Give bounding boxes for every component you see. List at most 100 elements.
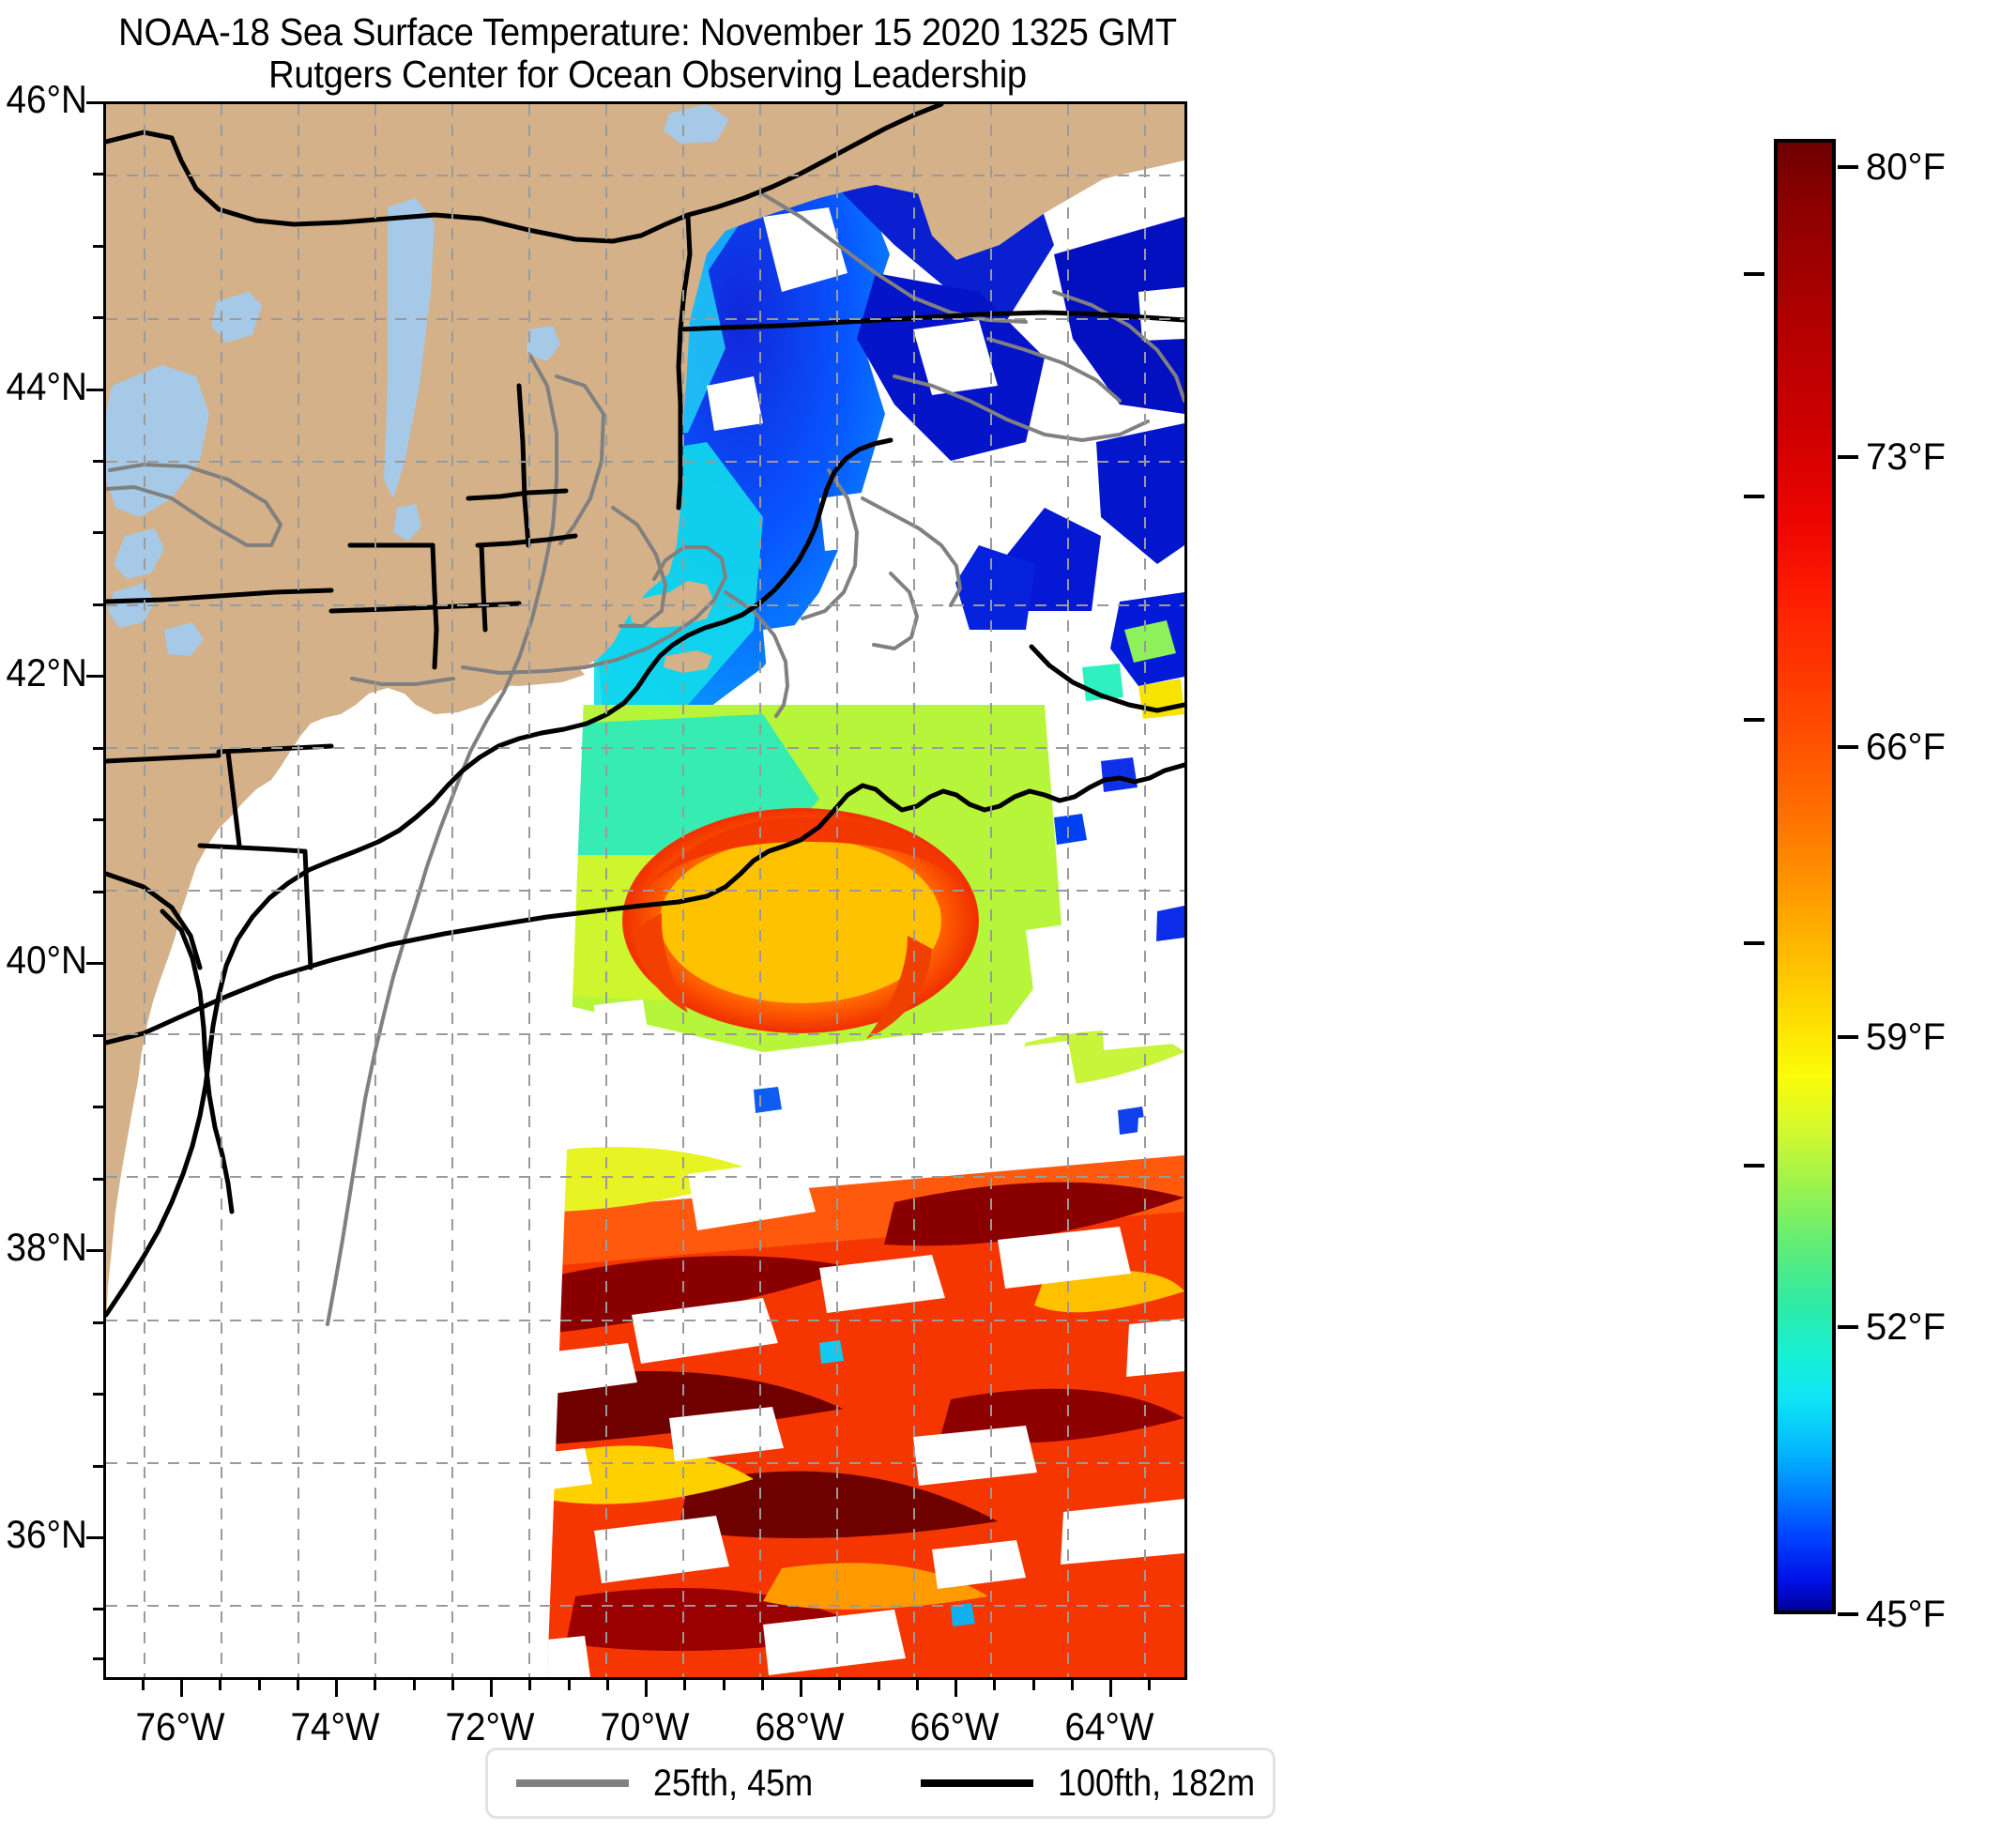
y-tick-minor — [93, 1465, 103, 1468]
legend-label-25fth: 25fth, 45m — [653, 1762, 814, 1804]
x-tick-minor — [1032, 1680, 1035, 1690]
colorbar-label-80f: 80°F — [1866, 146, 1946, 188]
y-tick-minor — [93, 1178, 103, 1181]
y-tick-minor — [93, 1608, 103, 1610]
map-canvas — [106, 104, 1184, 1677]
y-axis-label-38n: 38°N — [6, 1225, 87, 1269]
x-tick-minor — [413, 1680, 416, 1690]
x-tick-minor — [723, 1680, 725, 1690]
legend-item-100fth[interactable]: 100fth, 182m — [893, 1763, 1277, 1805]
x-axis-label-66w: 66°W — [909, 1704, 1000, 1748]
y-tick-major — [86, 1536, 103, 1539]
x-tick-minor — [1071, 1680, 1074, 1690]
colorbar-tick-16c — [1744, 718, 1764, 722]
x-tick-minor — [528, 1680, 531, 1690]
y-axis-label-40n: 40°N — [6, 938, 87, 982]
x-tick-minor — [219, 1680, 221, 1690]
x-tick-minor — [374, 1680, 376, 1690]
colorbar-tick-24c — [1744, 272, 1764, 276]
isobath-25fth — [106, 192, 1184, 1326]
x-tick-minor — [1148, 1680, 1151, 1690]
y-axis-label-36n: 36°N — [6, 1512, 87, 1556]
x-tick-major — [490, 1680, 493, 1697]
y-tick-minor — [93, 531, 103, 534]
x-tick-minor — [142, 1680, 145, 1690]
x-tick-minor — [683, 1680, 686, 1690]
legend-line-100fth-icon — [921, 1779, 1034, 1787]
x-axis-label-74w: 74°W — [290, 1704, 380, 1748]
x-tick-minor — [838, 1680, 841, 1690]
y-tick-major — [86, 962, 103, 965]
x-tick-minor — [993, 1680, 996, 1690]
y-tick-minor — [93, 603, 103, 606]
y-tick-minor — [93, 1106, 103, 1108]
legend-item-25fth[interactable]: 25fth, 45m — [488, 1763, 831, 1805]
colorbar-tick-12c — [1744, 941, 1764, 945]
colorbar-tick-80f — [1838, 165, 1858, 169]
x-tick-major — [335, 1680, 338, 1697]
y-tick-minor — [93, 316, 103, 319]
y-tick-major — [86, 389, 103, 391]
x-axis-label-72w: 72°W — [445, 1704, 535, 1748]
y-tick-minor — [93, 460, 103, 463]
colorbar[interactable] — [1774, 139, 1836, 1614]
title-line-2: Rutgers Center for Ocean Observing Leade… — [268, 53, 1027, 96]
x-tick-minor — [297, 1680, 299, 1690]
x-axis-label-68w: 68°W — [755, 1704, 845, 1748]
legend-line-25fth-icon — [516, 1779, 629, 1787]
map-plot-area[interactable] — [103, 101, 1187, 1680]
y-tick-minor — [93, 1657, 103, 1660]
y-tick-major — [86, 675, 103, 678]
x-tick-minor — [761, 1680, 764, 1690]
page-title: NOAA-18 Sea Surface Temperature: Novembe… — [0, 11, 1295, 96]
y-tick-minor — [93, 891, 103, 893]
x-tick-minor — [568, 1680, 571, 1690]
x-tick-major — [645, 1680, 648, 1697]
y-axis-label-42n: 42°N — [6, 650, 87, 695]
colorbar-tick-66f — [1838, 745, 1858, 749]
colorbar-tick-73f — [1838, 455, 1858, 459]
x-axis-label-64w: 64°W — [1064, 1704, 1154, 1748]
x-tick-minor — [878, 1680, 880, 1690]
y-tick-minor — [93, 1393, 103, 1396]
colorbar-label-59f: 59°F — [1866, 1016, 1946, 1058]
y-tick-minor — [93, 1034, 103, 1037]
x-tick-major — [1109, 1680, 1112, 1697]
colorbar-label-66f: 66°F — [1866, 726, 1946, 768]
colorbar-tick-59f — [1838, 1035, 1858, 1039]
lake-polygons — [106, 104, 729, 656]
legend-label-100fth: 100fth, 182m — [1058, 1762, 1256, 1804]
y-axis-label-44n: 44°N — [6, 364, 87, 408]
sst-field-south — [547, 705, 1184, 1677]
colorbar-label-45f: 45°F — [1866, 1594, 1946, 1635]
map-gridlines — [106, 104, 1184, 1677]
x-tick-minor — [606, 1680, 609, 1690]
y-tick-major — [86, 101, 103, 104]
y-tick-major — [86, 1249, 103, 1252]
y-tick-minor — [93, 818, 103, 821]
coastline-and-borders — [106, 104, 1184, 1318]
colorbar-label-73f: 73°F — [1866, 436, 1946, 478]
colorbar-tick-45f — [1838, 1612, 1858, 1616]
title-line-1: NOAA-18 Sea Surface Temperature: Novembe… — [118, 10, 1177, 53]
x-axis-label-70w: 70°W — [600, 1704, 690, 1748]
colorbar-tick-8c — [1744, 1164, 1764, 1168]
x-tick-minor — [258, 1680, 261, 1690]
x-axis-label-76w: 76°W — [135, 1704, 225, 1748]
bathymetry-legend: 25fth, 45m 100fth, 182m — [485, 1748, 1275, 1819]
y-tick-minor — [93, 173, 103, 176]
y-axis-label-46n: 46°N — [6, 77, 87, 121]
x-tick-minor — [916, 1680, 919, 1690]
colorbar-tick-20c — [1744, 495, 1764, 498]
y-tick-minor — [93, 1321, 103, 1324]
x-tick-major — [180, 1680, 183, 1697]
y-tick-minor — [93, 245, 103, 248]
x-tick-major — [955, 1680, 957, 1697]
colorbar-label-52f: 52°F — [1866, 1306, 1946, 1348]
x-tick-major — [800, 1680, 802, 1697]
y-tick-minor — [93, 747, 103, 750]
isobath-100fth — [106, 644, 1184, 1046]
map-graphics — [106, 104, 1184, 1677]
colorbar-tick-52f — [1838, 1325, 1858, 1329]
x-tick-minor — [451, 1680, 454, 1690]
